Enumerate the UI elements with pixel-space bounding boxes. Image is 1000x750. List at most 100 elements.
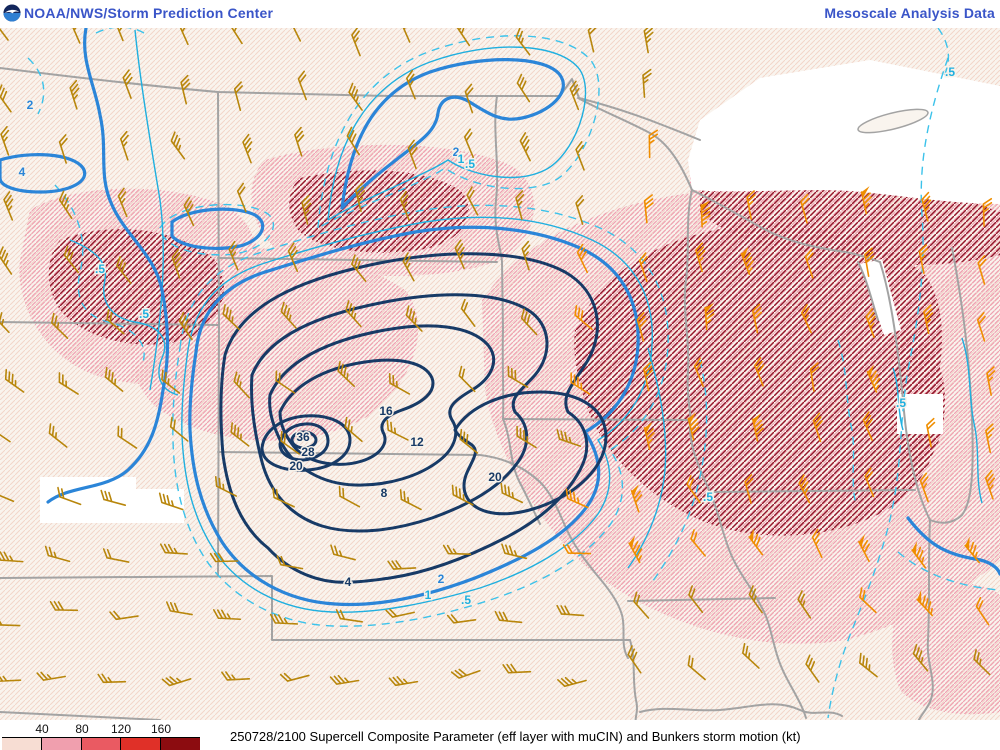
wind-barb <box>280 301 297 329</box>
wind-barb <box>400 28 411 43</box>
wind-barb <box>648 129 659 159</box>
wind-barb <box>643 421 655 451</box>
wind-barb <box>570 372 591 395</box>
contour-label: 1 <box>425 588 432 602</box>
wind-barb <box>804 248 814 279</box>
wind-barb <box>862 411 873 441</box>
contour-label: 2 <box>27 98 34 112</box>
wind-barb <box>104 366 124 392</box>
contour-label: .5 <box>896 396 906 410</box>
wind-barb <box>335 609 363 623</box>
wind-barb <box>351 254 367 282</box>
wind-barb <box>289 28 302 42</box>
wind-barb <box>502 663 532 674</box>
wind-barb <box>686 475 701 504</box>
wind-barb <box>58 190 73 220</box>
wind-barb <box>627 645 642 674</box>
contour-label: .5 <box>465 157 475 171</box>
wind-barb <box>301 195 312 225</box>
wind-barb <box>633 591 650 619</box>
wind-barb <box>464 83 474 114</box>
wind-barb <box>345 300 362 328</box>
wind-barb <box>180 74 191 105</box>
wind-barb <box>58 134 68 164</box>
wind-barb <box>912 644 929 672</box>
wind-barb <box>800 193 810 224</box>
wind-barb <box>214 475 238 497</box>
wind-barb <box>516 425 537 449</box>
contour-solid-1 <box>69 29 983 613</box>
wind-barb <box>3 191 14 221</box>
wind-barb <box>973 649 991 676</box>
wind-barb <box>102 548 130 563</box>
contour-label: .5 <box>461 593 471 607</box>
wind-barb <box>976 311 986 342</box>
wind-barb <box>242 133 253 164</box>
header-bar: NOAA/NWS/Storm Prediction Center Mesosca… <box>0 0 1000 28</box>
wind-barb <box>122 69 133 99</box>
wind-barb <box>354 182 366 213</box>
wind-barb <box>801 303 812 334</box>
wind-barb <box>556 429 582 447</box>
wind-barb <box>337 360 355 387</box>
wind-barb <box>630 484 643 513</box>
green-bay <box>860 259 901 335</box>
wind-barb <box>740 246 754 276</box>
wind-barb <box>458 365 476 393</box>
contour-label: 4 <box>19 165 26 179</box>
wind-barb <box>454 239 465 270</box>
wind-barb <box>119 130 129 161</box>
wind-barb <box>50 312 69 339</box>
wind-barb <box>642 68 652 98</box>
wind-barb <box>100 489 127 506</box>
wind-barb <box>399 489 422 511</box>
wind-barb <box>865 308 876 338</box>
wind-barb <box>557 676 587 688</box>
wind-barb <box>985 423 995 454</box>
wind-barb <box>171 248 182 279</box>
wind-barb <box>982 197 993 227</box>
wind-barb <box>638 252 648 283</box>
wind-barb <box>805 654 820 683</box>
contour-label: 2 <box>438 572 445 586</box>
wind-barb <box>113 28 125 42</box>
wind-barb <box>279 672 310 682</box>
wind-barb <box>742 643 760 669</box>
wind-barb <box>344 416 363 443</box>
wind-barb <box>0 550 24 563</box>
wind-barb <box>812 412 823 443</box>
wind-barb <box>748 585 763 614</box>
wind-barb <box>58 372 79 395</box>
wind-barb <box>704 302 715 331</box>
wind-barb <box>0 84 12 113</box>
color-scale-bar <box>2 737 200 750</box>
wind-barb <box>587 28 597 53</box>
wind-barb <box>97 673 127 684</box>
wind-barb <box>407 139 418 170</box>
wind-barb <box>183 196 195 227</box>
wind-barb <box>36 671 66 681</box>
wind-barb <box>387 560 417 570</box>
wind-barb <box>0 418 11 443</box>
wind-barb <box>977 255 987 285</box>
wind-barb <box>516 73 531 103</box>
wind-barb <box>329 674 360 685</box>
noaa-logo-icon <box>3 4 21 22</box>
contour-label: .5 <box>139 307 149 321</box>
contour-label: .5 <box>945 65 955 79</box>
wind-barb <box>576 243 589 274</box>
wind-barb <box>809 362 820 392</box>
wind-barb <box>565 488 589 509</box>
state-borders <box>0 67 974 720</box>
wind-barb <box>864 247 875 277</box>
wind-barb <box>117 187 128 218</box>
color-scale-tick-label: 120 <box>110 722 132 736</box>
wind-barb <box>521 240 531 271</box>
wind-barb <box>346 126 360 156</box>
wind-barb <box>0 246 13 275</box>
contour-label: 4 <box>345 575 352 589</box>
wind-barb <box>351 28 361 57</box>
